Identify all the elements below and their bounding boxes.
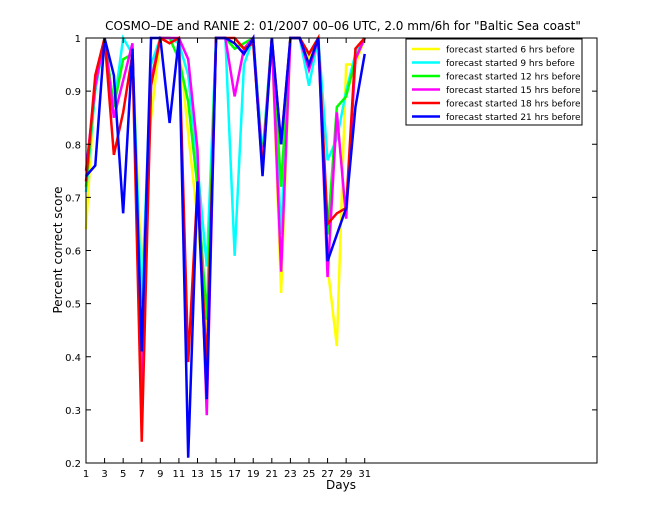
x-tick-label: 9	[157, 469, 163, 480]
y-tick-label: 0.4	[65, 353, 81, 364]
y-axis-label: Percent correct score	[51, 186, 65, 313]
legend-label-3: forecast started 12 hrs before	[446, 73, 581, 83]
legend-box	[405, 38, 583, 126]
y-tick-label: 0.5	[65, 300, 81, 311]
legend-label-1: forecast started 6 hrs before	[446, 46, 575, 56]
x-tick-label: 13	[191, 469, 204, 480]
y-tick-label: 0.2	[65, 459, 81, 470]
y-axis: 0.2 0.3 0.4 0.5 0.6 0.7 0.8 0.9 1	[65, 34, 597, 470]
x-axis: 1 3 5 7 9 11 13 15 17 19 21 23 25 27 29 31	[83, 38, 371, 480]
legend-label-4: forecast started 15 hrs before	[446, 86, 581, 96]
x-tick-label: 23	[284, 469, 297, 480]
x-tick-label: 5	[120, 469, 126, 480]
x-tick-label: 7	[139, 469, 145, 480]
chart-title: COSMO–DE and RANIE 2: 01/2007 00–06 UTC,…	[105, 19, 581, 33]
legend-label-6: forecast started 21 hrs before	[446, 113, 581, 123]
x-tick-label: 27	[321, 469, 334, 480]
y-tick-label: 0.6	[65, 247, 81, 258]
x-tick-label: 17	[228, 469, 241, 480]
y-tick-label: 0.3	[65, 406, 81, 417]
x-tick-label: 3	[101, 469, 107, 480]
x-tick-label: 15	[210, 469, 223, 480]
y-tick-label: 1	[75, 34, 81, 45]
x-tick-label: 25	[303, 469, 316, 480]
legend-label-5: forecast started 18 hrs before	[446, 100, 581, 110]
x-tick-label: 31	[358, 469, 371, 480]
x-axis-label: Days	[326, 478, 356, 492]
x-tick-label: 29	[340, 469, 353, 480]
y-tick-label: 0.7	[65, 193, 81, 204]
y-tick-label: 0.8	[65, 140, 81, 151]
legend-label-2: forecast started 9 hrs before	[446, 59, 575, 69]
legend: forecast started 6 hrs before forecast st…	[405, 38, 583, 126]
y-tick-label: 0.9	[65, 87, 81, 98]
x-tick-label: 1	[83, 469, 89, 480]
x-tick-label: 19	[247, 469, 260, 480]
x-tick-label: 21	[265, 469, 278, 480]
x-tick-label: 11	[173, 469, 186, 480]
